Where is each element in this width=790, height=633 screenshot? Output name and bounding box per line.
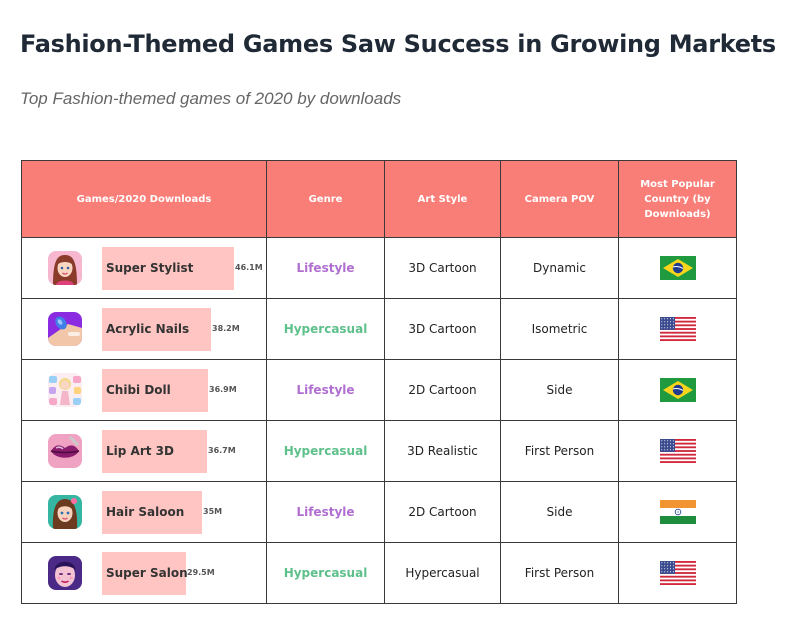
camera-pov-cell: Isometric <box>500 298 619 360</box>
table-header-row: Games/2020 Downloads Genre Art Style Cam… <box>21 160 737 238</box>
art-style-cell: 2D Cartoon <box>384 359 501 421</box>
game-cell: Lip Art 3D 36.7M <box>21 420 267 482</box>
table-row: Hair Saloon 35M Lifestyle 2D Cartoon Side <box>21 481 737 543</box>
download-value-label: 29.5M <box>187 568 215 577</box>
genre-label: Hypercasual <box>283 444 368 458</box>
genre-cell: Lifestyle <box>266 359 385 421</box>
country-cell <box>618 420 737 482</box>
camera-pov-cell: Side <box>500 359 619 421</box>
download-value-label: 38.2M <box>212 324 240 333</box>
download-value-label: 46.1M <box>235 263 263 272</box>
brazil-flag <box>659 378 696 402</box>
art-style-cell: Hypercasual <box>384 542 501 604</box>
genre-cell: Hypercasual <box>266 298 385 360</box>
table-body: Super Stylist 46.1M Lifestyle 3D Cartoon Dyn… <box>21 237 737 604</box>
genre-label: Lifestyle <box>296 383 355 397</box>
table-row: Lip Art 3D 36.7M Hypercasual 3D Realistic Fi… <box>21 420 737 482</box>
download-value-label: 35M <box>203 507 223 516</box>
game-cell: Super Stylist 46.1M <box>21 237 267 299</box>
game-cell: Hair Saloon 35M <box>21 481 267 543</box>
super-stylist-icon <box>48 251 82 285</box>
genre-cell: Lifestyle <box>266 237 385 299</box>
lip-art-3d-icon <box>48 434 82 468</box>
page-subtitle: Top Fashion-themed games of 2020 by down… <box>20 89 402 108</box>
game-cell: Super Salon 29.5M <box>21 542 267 604</box>
usa-flag <box>659 439 696 463</box>
usa-flag <box>659 561 696 585</box>
game-name: Hair Saloon <box>106 505 185 519</box>
country-cell <box>618 481 737 543</box>
acrylic-nails-icon <box>48 312 82 346</box>
header-camera-pov: Camera POV <box>500 160 619 238</box>
page-title: Fashion-Themed Games Saw Success in Grow… <box>20 30 776 58</box>
game-name: Super Salon <box>106 566 188 580</box>
download-bar-acrylic-nails <box>102 308 211 351</box>
genre-cell: Lifestyle <box>266 481 385 543</box>
genre-label: Lifestyle <box>296 261 355 275</box>
brazil-flag <box>659 256 696 280</box>
country-cell <box>618 359 737 421</box>
table-row: Super Stylist 46.1M Lifestyle 3D Cartoon Dyn… <box>21 237 737 299</box>
chibi-doll-icon <box>48 373 82 407</box>
download-value-label: 36.7M <box>208 446 236 455</box>
hair-saloon-icon <box>48 495 82 529</box>
download-bar-chibi-doll <box>102 369 208 412</box>
download-bar-super-stylist <box>102 247 234 290</box>
table-row: Chibi Doll 36.9M Lifestyle 2D Cartoon Side <box>21 359 737 421</box>
art-style-cell: 3D Cartoon <box>384 298 501 360</box>
game-cell: Chibi Doll 36.9M <box>21 359 267 421</box>
games-table: Games/2020 Downloads Genre Art Style Cam… <box>21 160 737 604</box>
game-name: Lip Art 3D <box>106 444 174 458</box>
genre-cell: Hypercasual <box>266 420 385 482</box>
download-bar-super-salon <box>102 552 186 595</box>
camera-pov-cell: First Person <box>500 542 619 604</box>
download-bar-hair-saloon <box>102 491 202 534</box>
game-name: Acrylic Nails <box>106 322 190 336</box>
table-row: Acrylic Nails 38.2M Hypercasual 3D Cartoon I… <box>21 298 737 360</box>
table-row: Super Salon 29.5M Hypercasual Hypercasual Fi… <box>21 542 737 604</box>
genre-cell: Hypercasual <box>266 542 385 604</box>
india-flag <box>659 500 696 524</box>
download-value-label: 36.9M <box>209 385 237 394</box>
camera-pov-cell: Side <box>500 481 619 543</box>
art-style-cell: 2D Cartoon <box>384 481 501 543</box>
art-style-cell: 3D Realistic <box>384 420 501 482</box>
header-genre: Genre <box>266 160 385 238</box>
genre-label: Lifestyle <box>296 505 355 519</box>
header-art-style: Art Style <box>384 160 501 238</box>
header-games-downloads: Games/2020 Downloads <box>21 160 267 238</box>
camera-pov-cell: Dynamic <box>500 237 619 299</box>
country-cell <box>618 237 737 299</box>
download-bar-lip-art-3d <box>102 430 207 473</box>
usa-flag <box>659 317 696 341</box>
art-style-cell: 3D Cartoon <box>384 237 501 299</box>
super-salon-icon <box>48 556 82 590</box>
genre-label: Hypercasual <box>283 566 368 580</box>
header-most-popular-country: Most Popular Country (by Downloads) <box>618 160 737 238</box>
country-cell <box>618 298 737 360</box>
country-cell <box>618 542 737 604</box>
game-name: Chibi Doll <box>106 383 171 397</box>
camera-pov-cell: First Person <box>500 420 619 482</box>
genre-label: Hypercasual <box>283 322 368 336</box>
game-name: Super Stylist <box>106 261 194 275</box>
game-cell: Acrylic Nails 38.2M <box>21 298 267 360</box>
